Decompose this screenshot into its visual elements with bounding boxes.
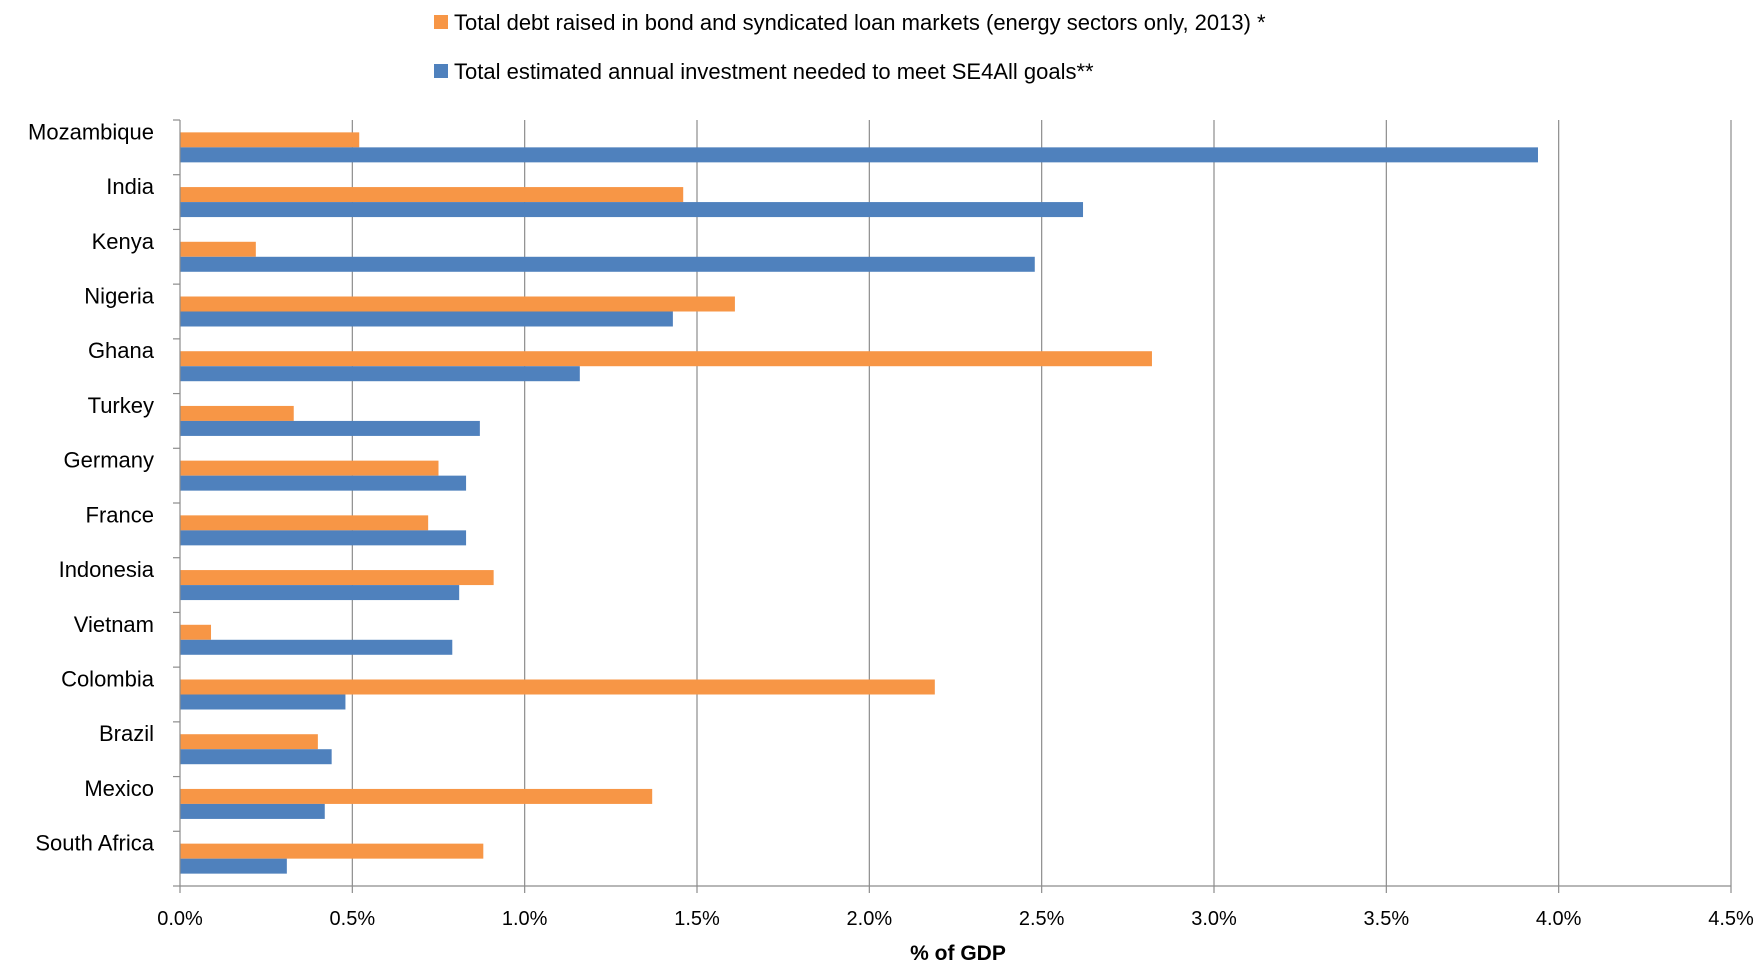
bar-debt-france <box>180 515 429 531</box>
category-label: Vietnam <box>74 612 154 637</box>
bar-investment-mozambique <box>180 147 1538 163</box>
x-tick-label: 2.0% <box>847 908 893 930</box>
category-label: Mozambique <box>28 119 154 144</box>
category-label: Mexico <box>84 776 154 801</box>
x-tick-label: 1.5% <box>674 908 720 930</box>
legend: Total debt raised in bond and syndicated… <box>434 10 1266 84</box>
x-tick-label: 2.5% <box>1019 908 1065 930</box>
category-label: Kenya <box>92 229 155 254</box>
bar-debt-germany <box>180 460 439 476</box>
bar-debt-south-africa <box>180 843 484 859</box>
x-tick-label: 4.5% <box>1708 908 1754 930</box>
category-labels: Mozambique India Kenya Nigeria Ghana Turkey Ge… <box>28 119 155 855</box>
category-label: South Africa <box>35 831 154 856</box>
bar-debt-indonesia <box>180 570 494 586</box>
category-label: Indonesia <box>59 557 155 582</box>
bar-investment-mexico <box>180 803 325 819</box>
legend-label-investment: Total estimated annual investment needed… <box>454 59 1094 84</box>
category-label: Brazil <box>99 721 154 746</box>
category-label: Nigeria <box>84 284 154 309</box>
bar-debt-vietnam <box>180 624 212 640</box>
x-axis-title: % of GDP <box>910 942 1006 965</box>
bar-investment-indonesia <box>180 585 460 601</box>
category-label: Ghana <box>88 338 155 363</box>
bar-debt-mozambique <box>180 132 360 148</box>
x-tick-label: 0.5% <box>330 908 376 930</box>
bars <box>180 132 1538 874</box>
bar-debt-colombia <box>180 679 935 695</box>
bar-investment-kenya <box>180 256 1035 272</box>
bar-investment-south-africa <box>180 858 287 874</box>
bar-investment-ghana <box>180 366 580 382</box>
x-tick-label: 3.5% <box>1364 908 1410 930</box>
x-tick-label: 4.0% <box>1536 908 1582 930</box>
gridlines <box>351 120 1732 886</box>
bar-debt-nigeria <box>180 296 735 312</box>
bar-debt-mexico <box>180 788 653 804</box>
axes <box>173 119 1732 893</box>
x-tick-label: 0.0% <box>157 908 203 930</box>
bar-investment-germany <box>180 475 467 491</box>
bar-investment-brazil <box>180 749 332 765</box>
bar-debt-turkey <box>180 405 294 421</box>
x-tick-label: 1.0% <box>502 908 548 930</box>
legend-swatch-debt <box>434 15 448 29</box>
bar-debt-ghana <box>180 351 1152 367</box>
bar-debt-brazil <box>180 734 318 750</box>
bar-investment-nigeria <box>180 311 673 327</box>
category-label: Germany <box>64 448 154 473</box>
x-tick-label: 3.0% <box>1191 908 1237 930</box>
category-label: Turkey <box>88 393 154 418</box>
legend-swatch-investment <box>434 64 448 78</box>
bar-debt-india <box>180 187 684 203</box>
bar-investment-india <box>180 202 1084 218</box>
bar-investment-turkey <box>180 420 480 436</box>
bar-investment-vietnam <box>180 639 453 655</box>
category-label: India <box>106 174 154 199</box>
bar-debt-kenya <box>180 241 256 257</box>
legend-label-debt: Total debt raised in bond and syndicated… <box>454 10 1266 35</box>
category-label: Colombia <box>61 667 155 692</box>
x-tick-labels: 0.0% 0.5% 1.0% 1.5% 2.0% 2.5% 3.0% 3.5% 4.0% 4.5% <box>157 908 1754 930</box>
bar-investment-colombia <box>180 694 346 710</box>
bar-investment-france <box>180 530 467 546</box>
category-label: France <box>86 502 154 527</box>
